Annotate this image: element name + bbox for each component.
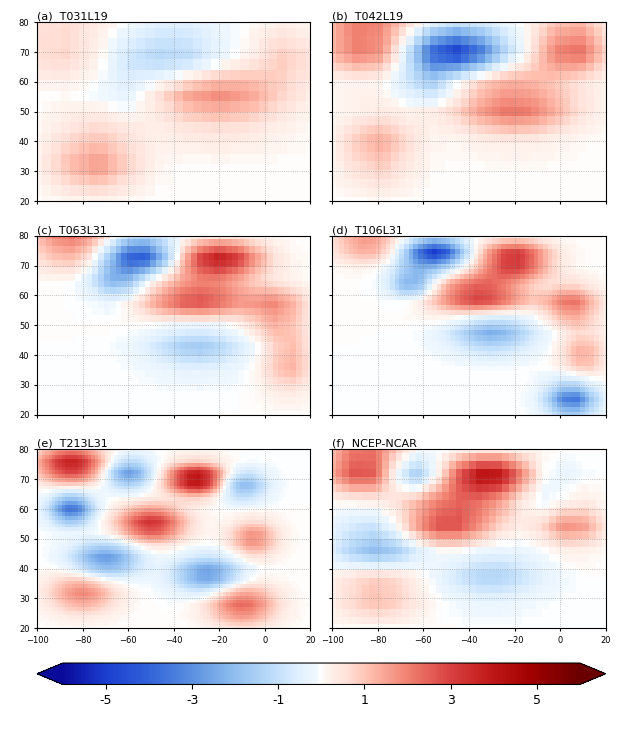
Text: (b)  T042L19: (b) T042L19 <box>332 12 404 22</box>
PathPatch shape <box>37 663 63 684</box>
Text: (d)  T106L31: (d) T106L31 <box>332 225 403 235</box>
Text: (c)  T063L31: (c) T063L31 <box>37 225 107 235</box>
Text: (e)  T213L31: (e) T213L31 <box>37 439 108 449</box>
Text: (f)  NCEP-NCAR: (f) NCEP-NCAR <box>332 439 417 449</box>
Text: (a)  T031L19: (a) T031L19 <box>37 12 108 22</box>
PathPatch shape <box>580 663 606 684</box>
